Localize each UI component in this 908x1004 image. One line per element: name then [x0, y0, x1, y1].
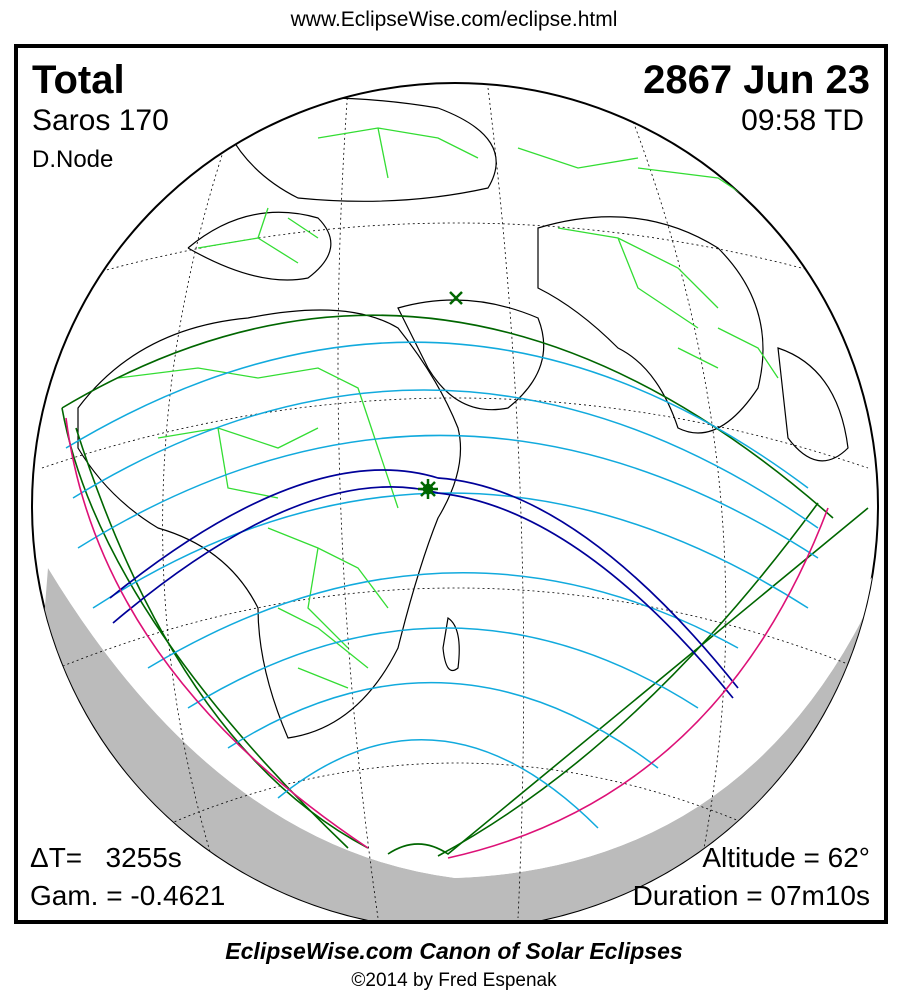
penumbral-limits — [61, 314, 869, 857]
cross-icon — [449, 291, 463, 305]
eclipse-time: 09:58 TD — [741, 104, 864, 137]
night-shade — [32, 568, 878, 920]
country-borders — [117, 127, 779, 689]
node-label: D.Node — [32, 146, 114, 173]
star-icon — [418, 479, 438, 499]
canon-title: EclipseWise.com Canon of Solar Eclipses — [225, 938, 683, 964]
globe-map — [31, 82, 879, 920]
delta-t: ΔT= 3255s — [30, 842, 182, 873]
sun-altitude: Altitude = 62° — [702, 842, 870, 873]
saros-series: Saros 170 — [32, 104, 169, 137]
eclipse-duration: Duration = 07m10s — [632, 880, 870, 911]
obscuration-lines — [65, 341, 819, 829]
eclipse-date: 2867 Jun 23 — [643, 58, 870, 102]
central-path — [109, 469, 739, 699]
coastlines — [77, 97, 849, 739]
copyright: ©2014 by Fred Espenak — [351, 970, 557, 991]
globe-outline — [31, 82, 879, 920]
source-url: www.EclipseWise.com/eclipse.html — [290, 8, 618, 31]
gamma: Gam. = -0.4621 — [30, 880, 226, 911]
eclipse-type: Total — [32, 58, 125, 102]
rise-set-curve — [65, 417, 829, 859]
eclipse-map-frame: Total Saros 170 D.Node 2867 Jun 23 09:58… — [14, 44, 888, 924]
